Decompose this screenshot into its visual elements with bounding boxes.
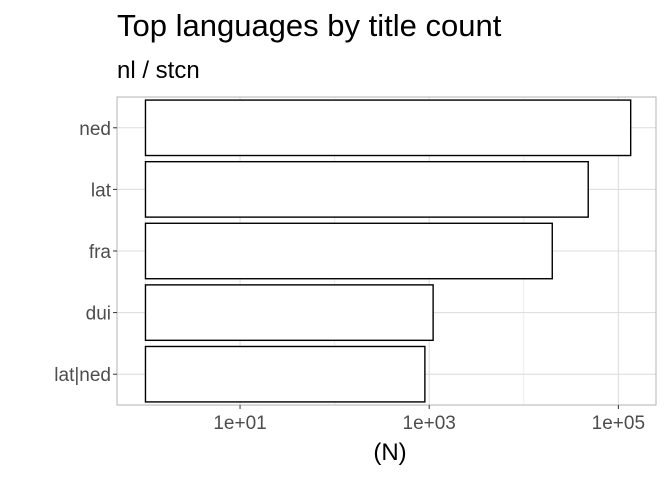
y-tick-label: fra xyxy=(89,242,112,263)
bar-fra xyxy=(144,222,553,280)
y-tick-label: lat|ned xyxy=(54,365,111,386)
bar-lat xyxy=(144,160,589,218)
bar-ned xyxy=(144,99,632,157)
y-axis: ned lat fra dui lat|ned xyxy=(54,119,117,386)
x-tick-label: 1e+05 xyxy=(592,413,645,434)
chart-title: Top languages by title count xyxy=(117,8,502,43)
bars xyxy=(144,99,632,403)
y-tick-label: lat xyxy=(91,180,112,201)
y-tick-label: dui xyxy=(86,304,111,325)
bar-lat-ned xyxy=(144,345,426,403)
chart-subtitle: nl / stcn xyxy=(117,57,200,84)
x-tick-label: 1e+03 xyxy=(403,413,456,434)
bar-dui xyxy=(144,284,434,342)
x-axis: 1e+01 1e+03 1e+05 xyxy=(213,405,645,434)
y-tick-label: ned xyxy=(79,119,111,140)
x-tick-label: 1e+01 xyxy=(213,413,266,434)
x-axis-title: (N) xyxy=(373,439,406,466)
